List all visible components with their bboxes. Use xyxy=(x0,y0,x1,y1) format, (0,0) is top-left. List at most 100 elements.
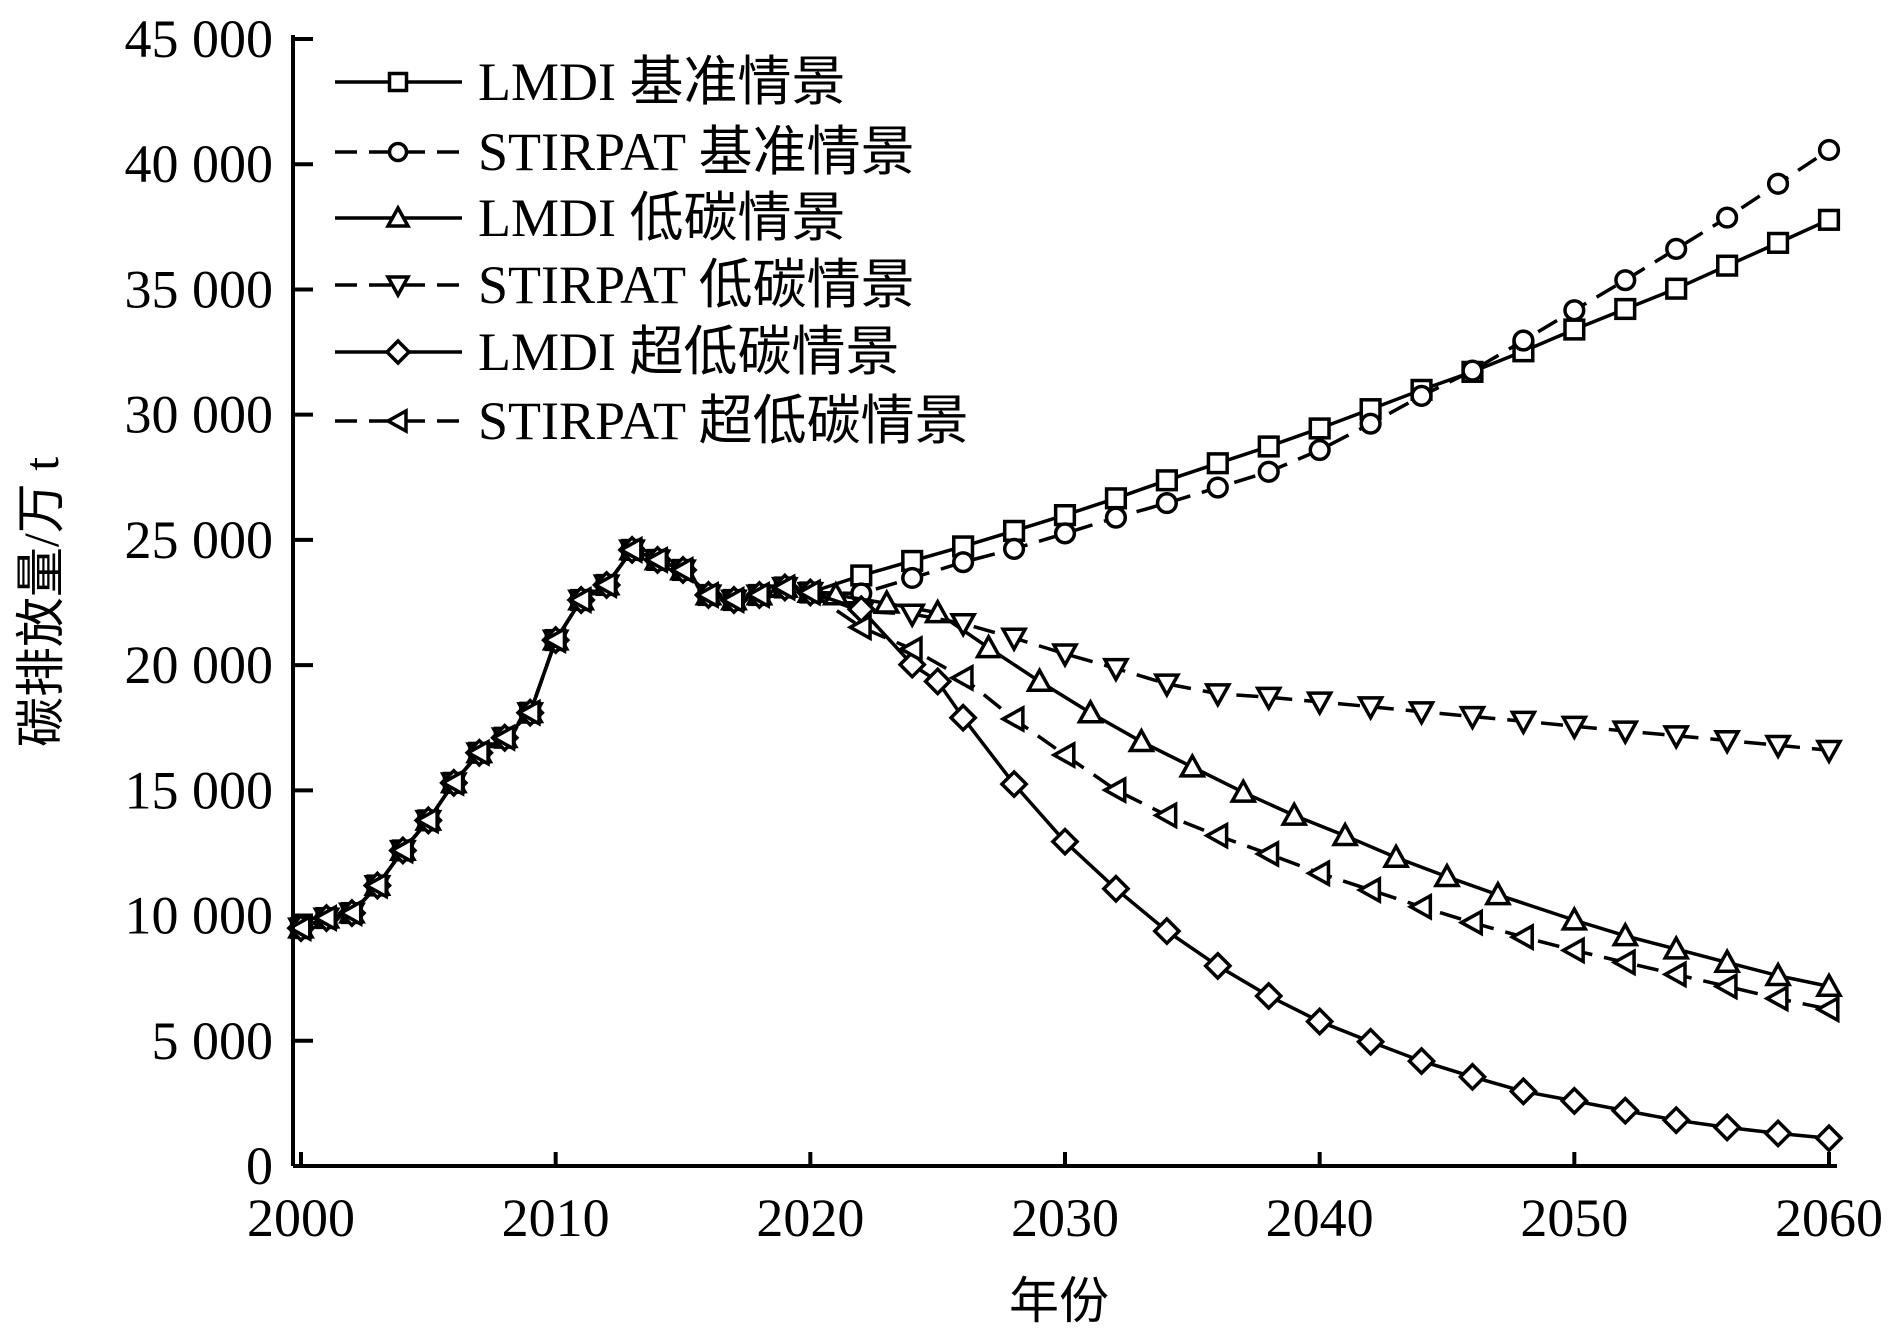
triangle-left-marker xyxy=(362,871,388,900)
circle-marker xyxy=(1512,329,1535,352)
diamond-marker xyxy=(1305,1006,1335,1037)
x-tick-label: 2030 xyxy=(1011,1188,1119,1248)
y-tick-label: 40 000 xyxy=(125,134,274,194)
triangle-left-marker xyxy=(1661,960,1687,989)
triangle-left-marker xyxy=(388,836,414,865)
triangle-left-marker xyxy=(668,555,694,584)
square-marker xyxy=(1002,519,1026,542)
triangle-up-marker xyxy=(1815,971,1843,997)
square-marker xyxy=(1104,487,1128,510)
circle-marker xyxy=(1665,237,1688,260)
y-tick-label: 45 000 xyxy=(125,9,274,69)
triangle-down-marker xyxy=(1203,683,1232,709)
triangle-left-marker xyxy=(795,578,821,607)
triangle-left-marker xyxy=(566,586,592,614)
triangle-left-marker xyxy=(464,738,490,767)
triangle-down-marker xyxy=(1458,705,1487,732)
diamond-marker xyxy=(1559,1086,1589,1116)
triangle-left-marker xyxy=(1559,936,1585,965)
triangle-up-marker xyxy=(1280,800,1309,826)
triangle-up-marker xyxy=(923,598,952,624)
triangle-left-marker xyxy=(1101,776,1127,805)
triangle-down-marker xyxy=(1662,725,1691,751)
triangle-left-marker xyxy=(1814,995,1840,1024)
diamond-marker xyxy=(1050,827,1080,857)
triangle-up-marker xyxy=(1127,727,1156,753)
triangle-up-marker xyxy=(1764,961,1793,987)
circle-marker xyxy=(1461,359,1484,382)
triangle-left-marker xyxy=(413,806,439,835)
diamond-marker xyxy=(948,703,978,733)
diamond-marker xyxy=(1508,1076,1538,1106)
circle-marker xyxy=(1308,438,1331,462)
triangle-left-marker xyxy=(846,613,872,642)
triangle-left-marker xyxy=(286,914,312,943)
triangle-up-marker xyxy=(1178,752,1207,778)
circle-marker xyxy=(1766,172,1790,195)
axes: 0 5 000 10 000 15 000 20 000 25 000 30 000 35 0… xyxy=(125,9,1884,1248)
triangle-left-marker xyxy=(1406,892,1433,921)
circle-marker xyxy=(1563,299,1586,322)
circle-marker xyxy=(1155,491,1178,515)
triangle-up-marker xyxy=(1433,862,1461,888)
triangle-left-marker xyxy=(490,723,516,752)
triangle-up-marker xyxy=(1483,880,1512,906)
square-marker xyxy=(1155,469,1178,492)
y-tick-label: 25 000 xyxy=(125,510,274,570)
triangle-left-marker xyxy=(719,586,745,614)
x-tick-label: 2040 xyxy=(1266,1188,1374,1248)
diamond-marker xyxy=(1254,981,1284,1011)
triangle-left-marker xyxy=(617,535,643,564)
triangle-left-marker xyxy=(948,663,974,692)
triangle-down-marker xyxy=(1713,729,1742,756)
x-axis-label: 年份 xyxy=(1009,1273,1109,1329)
triangle-down-marker xyxy=(1815,739,1843,765)
square-marker xyxy=(1308,417,1331,440)
triangle-down-marker xyxy=(1101,657,1130,683)
triangle-left-marker xyxy=(311,904,338,933)
triangle-down-marker xyxy=(1254,686,1283,712)
circle-marker xyxy=(1410,384,1433,407)
series-6 xyxy=(286,535,1840,1024)
legend-label: STIRPAT 超低碳情景 xyxy=(478,391,969,451)
x-tick-label: 2060 xyxy=(1775,1188,1883,1248)
triangle-left-marker xyxy=(515,698,541,727)
triangle-down-marker xyxy=(1560,715,1589,741)
triangle-left-marker xyxy=(897,635,923,664)
square-marker xyxy=(1053,503,1077,527)
legend-label: STIRPAT 基准情景 xyxy=(478,122,915,182)
square-marker xyxy=(1817,208,1841,231)
circle-marker xyxy=(1359,412,1382,435)
diamond-marker xyxy=(1763,1118,1793,1149)
triangle-left-marker xyxy=(642,545,669,574)
triangle-left-marker xyxy=(693,581,720,609)
triangle-left-marker xyxy=(1203,821,1229,850)
triangle-left-marker xyxy=(1152,801,1178,830)
circle-marker xyxy=(901,566,924,590)
legend-label: LMDI 超低碳情景 xyxy=(478,322,899,382)
triangle-left-marker xyxy=(999,704,1025,733)
legend-item: STIRPAT 基准情景 xyxy=(335,122,915,182)
y-tick-label: 10 000 xyxy=(125,886,274,946)
triangle-left-marker xyxy=(541,626,567,655)
square-marker xyxy=(1257,435,1280,458)
triangle-up-marker xyxy=(385,204,411,228)
triangle-up-marker xyxy=(974,633,1003,659)
x-tick-label: 2020 xyxy=(756,1188,864,1248)
legend-label: STIRPAT 低碳情景 xyxy=(478,255,915,315)
triangle-left-marker xyxy=(591,570,618,599)
circle-marker xyxy=(1817,138,1841,162)
diamond-marker xyxy=(1457,1062,1488,1092)
triangle-left-marker xyxy=(1457,908,1484,937)
legend-label: LMDI 低碳情景 xyxy=(478,188,845,248)
square-marker xyxy=(850,564,873,587)
square-marker xyxy=(1665,277,1688,300)
triangle-left-marker xyxy=(744,581,770,609)
square-marker xyxy=(1766,231,1790,254)
triangle-down-marker xyxy=(949,612,978,639)
diamond-marker xyxy=(1610,1096,1640,1126)
triangle-left-marker xyxy=(1610,948,1636,977)
triangle-left-marker xyxy=(384,408,408,434)
